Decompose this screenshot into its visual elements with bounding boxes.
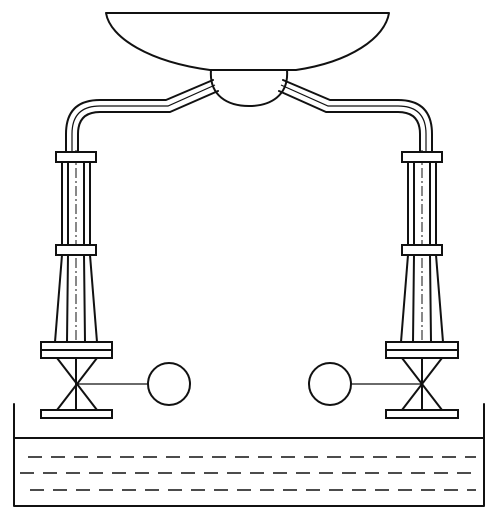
hub <box>209 69 289 107</box>
tank <box>13 403 485 507</box>
dish <box>105 12 390 71</box>
left-valve <box>40 357 113 419</box>
right-pipe-branch <box>278 79 459 359</box>
left-pipe-branch <box>40 79 219 359</box>
right-valve <box>385 357 459 419</box>
right-float <box>308 362 422 406</box>
left-float <box>76 362 191 406</box>
